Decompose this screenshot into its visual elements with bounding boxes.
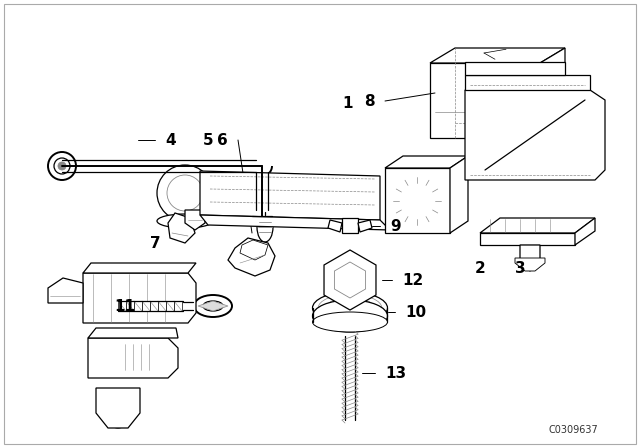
Ellipse shape xyxy=(312,312,387,332)
Polygon shape xyxy=(88,338,178,378)
Polygon shape xyxy=(240,240,268,260)
Polygon shape xyxy=(198,301,228,311)
Text: C0309637: C0309637 xyxy=(548,425,598,435)
Ellipse shape xyxy=(157,214,213,228)
Polygon shape xyxy=(126,301,134,311)
Polygon shape xyxy=(480,233,575,245)
Ellipse shape xyxy=(312,300,387,332)
Polygon shape xyxy=(385,156,468,168)
Text: 2: 2 xyxy=(475,260,485,276)
Text: 7: 7 xyxy=(150,236,160,250)
Polygon shape xyxy=(83,273,196,323)
Bar xyxy=(473,96,491,110)
Ellipse shape xyxy=(203,301,223,311)
Text: 4: 4 xyxy=(165,133,175,147)
Polygon shape xyxy=(465,75,590,90)
Polygon shape xyxy=(575,218,595,245)
Polygon shape xyxy=(174,301,182,311)
Text: 9: 9 xyxy=(390,219,401,233)
Polygon shape xyxy=(200,215,390,230)
Text: 5: 5 xyxy=(203,133,213,147)
Polygon shape xyxy=(134,301,142,311)
Text: 8: 8 xyxy=(364,94,375,108)
Polygon shape xyxy=(385,168,450,233)
Polygon shape xyxy=(48,278,83,303)
Polygon shape xyxy=(358,220,372,232)
Polygon shape xyxy=(118,301,126,311)
Polygon shape xyxy=(515,258,545,271)
Polygon shape xyxy=(430,48,565,63)
Polygon shape xyxy=(450,156,468,233)
Bar xyxy=(318,307,382,315)
Circle shape xyxy=(58,162,66,170)
Polygon shape xyxy=(540,48,565,138)
Polygon shape xyxy=(465,90,605,180)
Ellipse shape xyxy=(312,292,387,324)
Polygon shape xyxy=(185,210,205,230)
Ellipse shape xyxy=(257,212,273,242)
Polygon shape xyxy=(200,171,380,220)
Polygon shape xyxy=(166,301,174,311)
Bar xyxy=(123,343,158,371)
Text: 6: 6 xyxy=(217,133,228,147)
Circle shape xyxy=(157,165,213,221)
Text: 11: 11 xyxy=(114,298,135,314)
Polygon shape xyxy=(465,62,565,75)
Text: 12: 12 xyxy=(402,272,423,288)
Polygon shape xyxy=(328,220,342,232)
Polygon shape xyxy=(158,301,166,311)
Polygon shape xyxy=(168,213,195,243)
Text: 1: 1 xyxy=(343,95,353,111)
Text: 3: 3 xyxy=(515,260,525,276)
Polygon shape xyxy=(142,301,150,311)
Text: 10: 10 xyxy=(405,305,426,319)
Polygon shape xyxy=(520,245,540,271)
Ellipse shape xyxy=(194,295,232,317)
Polygon shape xyxy=(228,238,275,276)
Polygon shape xyxy=(83,263,196,273)
Polygon shape xyxy=(96,388,140,428)
Polygon shape xyxy=(342,218,358,233)
Polygon shape xyxy=(150,301,158,311)
Polygon shape xyxy=(335,262,365,298)
Polygon shape xyxy=(480,218,595,233)
Polygon shape xyxy=(430,63,540,138)
Text: 13: 13 xyxy=(385,366,406,380)
Polygon shape xyxy=(324,250,376,310)
Polygon shape xyxy=(88,328,178,338)
